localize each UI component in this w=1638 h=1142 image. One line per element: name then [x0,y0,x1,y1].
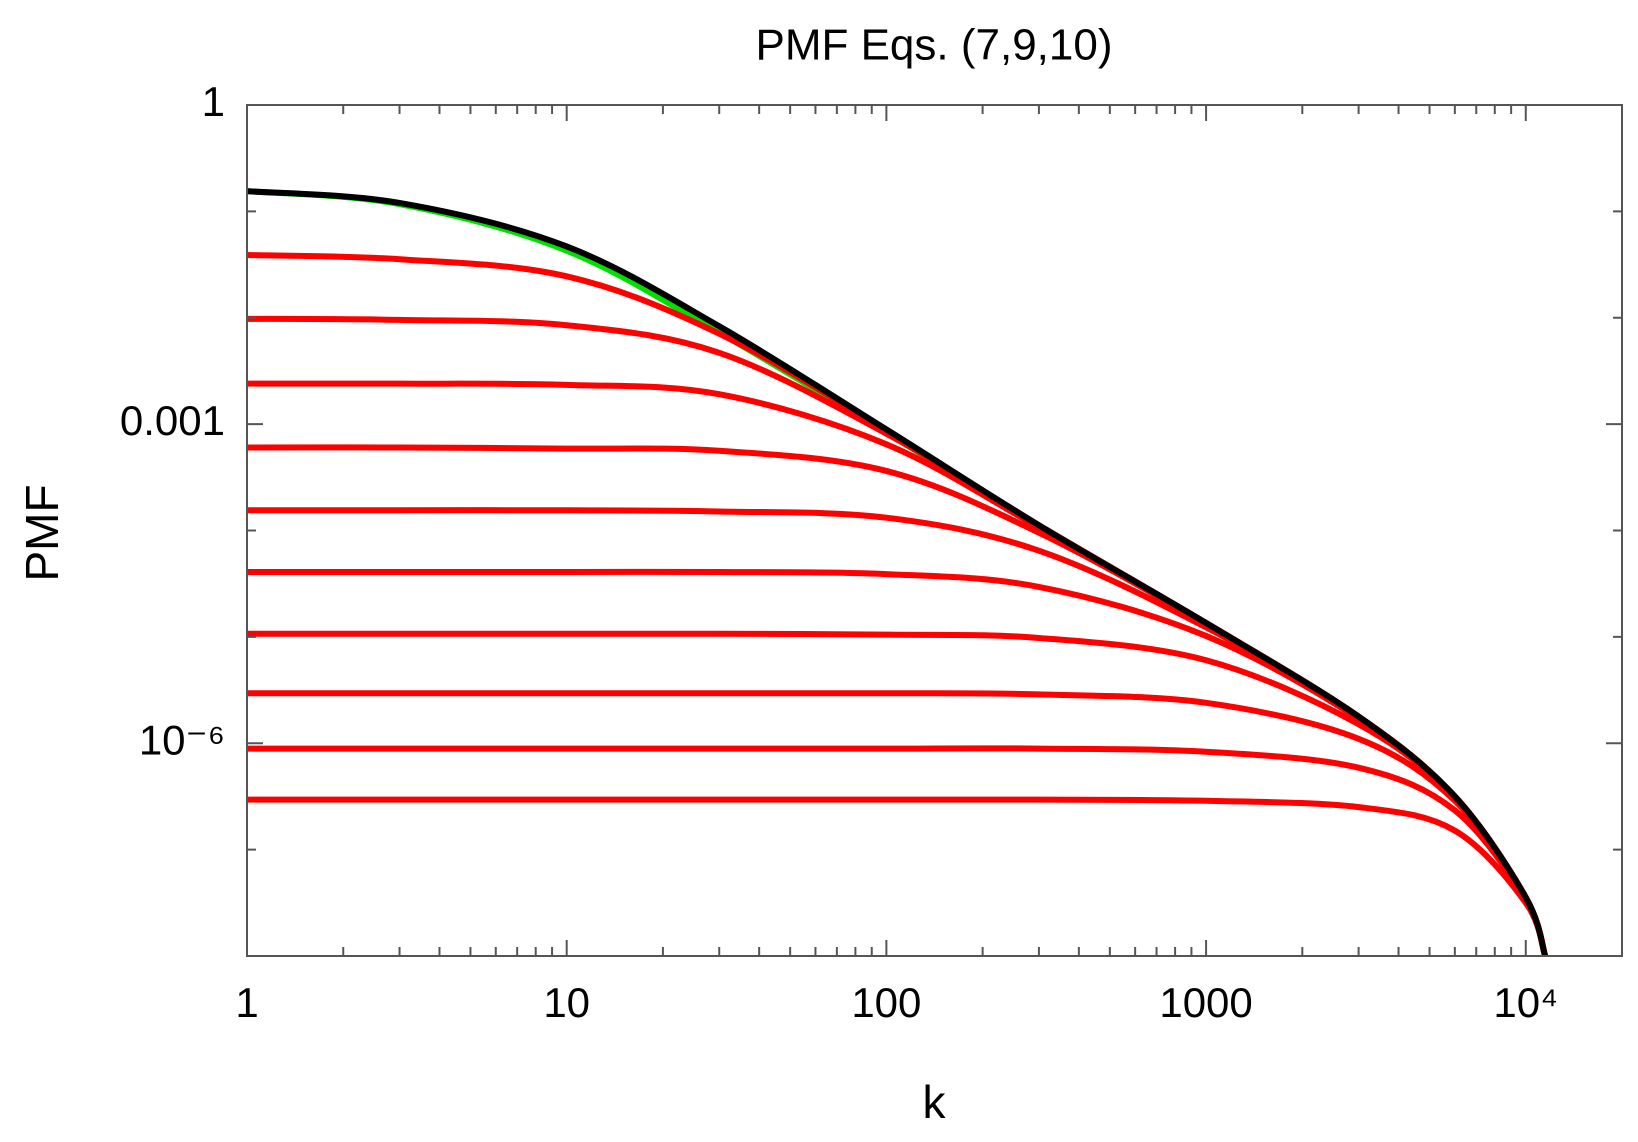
y-tick-label: 10⁻⁶ [139,716,225,763]
x-tick-label: 10⁴ [1493,979,1558,1026]
x-axis-label: k [923,1076,947,1128]
x-tick-label: 10 [543,979,590,1026]
series-line [247,745,1549,956]
series-line [247,188,1549,956]
y-tick-label: 1 [202,78,225,125]
chart-title: PMF Eqs. (7,9,10) [755,21,1112,70]
x-tick-label: 1 [235,979,258,1026]
x-tick-label: 1000 [1159,979,1252,1026]
y-axis-label: PMF [16,484,68,581]
plot-area [247,188,1549,956]
series-line [247,796,1549,956]
y-tick-label: 0.001 [120,397,225,444]
x-tick-label: 100 [851,979,921,1026]
